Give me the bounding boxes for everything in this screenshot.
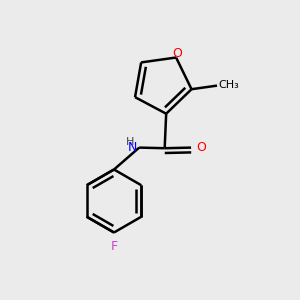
Text: H: H [126,137,134,147]
Text: CH₃: CH₃ [218,80,239,90]
Text: O: O [172,47,182,60]
Text: O: O [196,141,206,154]
Text: F: F [110,240,118,253]
Text: N: N [128,141,137,154]
